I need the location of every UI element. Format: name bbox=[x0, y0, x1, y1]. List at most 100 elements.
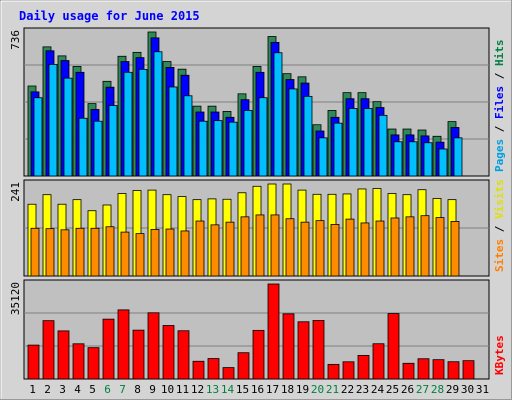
day-label-2: 2 bbox=[44, 383, 51, 396]
legend-kbytes: KBytes bbox=[493, 335, 506, 375]
kbytes_panel-bar-kbytes-day-26 bbox=[402, 362, 415, 380]
hits_panel-bar-pages-day-24 bbox=[378, 114, 388, 177]
kbytes_panel-bar-kbytes-day-16 bbox=[252, 329, 265, 380]
day-axis: 1 2 3 4 5 6 7 8 9 10 11 12 13 14 15 16 17 18 19 20 21 22 23 24 2… bbox=[29, 383, 489, 396]
visits_panel-bar-sites-day-11 bbox=[180, 230, 190, 277]
hits_panel-bar-pages-day-2 bbox=[48, 64, 58, 177]
visits_panel-bar-sites-day-2 bbox=[45, 228, 55, 277]
visits_panel-bar-sites-day-10 bbox=[165, 228, 175, 277]
day-label-26: 26 bbox=[401, 383, 414, 396]
visits_panel-bar-sites-day-1 bbox=[30, 227, 40, 277]
visits_panel-legend: Sites / Visits bbox=[493, 179, 506, 272]
hits_panel-bar-pages-day-5 bbox=[93, 120, 103, 177]
visits_panel-bar-sites-day-29 bbox=[450, 221, 460, 277]
day-label-6: 6 bbox=[104, 383, 111, 396]
hits_panel-bar-pages-day-28 bbox=[438, 148, 448, 177]
day-label-31: 31 bbox=[476, 383, 489, 396]
visits_panel-bar-sites-day-9 bbox=[150, 229, 160, 277]
legend-files: Files bbox=[493, 86, 506, 119]
hits_panel-bar-pages-day-27 bbox=[423, 142, 433, 177]
hits_panel-bar-pages-day-20 bbox=[318, 137, 328, 177]
visits_panel-bar-sites-day-12 bbox=[195, 220, 205, 277]
visits_panel-bar-sites-day-13 bbox=[210, 224, 220, 277]
hits_panel-bar-pages-day-8 bbox=[138, 68, 148, 177]
hits_panel-bar-pages-day-12 bbox=[198, 120, 208, 177]
kbytes_panel-bar-kbytes-day-5 bbox=[87, 347, 100, 380]
hits_panel-bar-pages-day-23 bbox=[363, 108, 373, 177]
visits_panel-bar-sites-day-19 bbox=[300, 221, 310, 277]
kbytes_panel-bar-kbytes-day-24 bbox=[372, 343, 385, 380]
kbytes_panel-bar-kbytes-day-6 bbox=[102, 318, 115, 380]
kbytes_panel-bar-kbytes-day-21 bbox=[327, 363, 340, 380]
visits_panel-bar-sites-day-27 bbox=[420, 215, 430, 277]
kbytes_panel-bar-kbytes-day-28 bbox=[432, 359, 445, 380]
hits_panel-bar-pages-day-19 bbox=[303, 95, 313, 177]
day-label-27: 27 bbox=[416, 383, 429, 396]
hits_panel-bar-pages-day-18 bbox=[288, 88, 298, 177]
day-label-15: 15 bbox=[236, 383, 249, 396]
kbytes_panel: 35120 KBytes bbox=[9, 279, 506, 380]
kbytes_panel-bar-kbytes-day-7 bbox=[117, 309, 130, 380]
day-label-25: 25 bbox=[386, 383, 399, 396]
day-label-17: 17 bbox=[266, 383, 279, 396]
hits_panel-bar-pages-day-7 bbox=[123, 71, 133, 177]
legend-hits: Hits bbox=[493, 40, 506, 67]
hits_panel-bar-pages-day-29 bbox=[453, 137, 463, 177]
visits_panel-bar-sites-day-5 bbox=[90, 227, 100, 277]
hits_panel-bar-pages-day-11 bbox=[183, 95, 193, 177]
kbytes_panel-bar-kbytes-day-4 bbox=[72, 343, 85, 380]
hits_panel-bar-pages-day-15 bbox=[243, 110, 253, 177]
hits_panel-bar-pages-day-22 bbox=[348, 108, 358, 177]
legend-visits: Visits bbox=[493, 179, 506, 219]
kbytes_panel-bar-kbytes-day-29 bbox=[447, 361, 460, 380]
legend-separator: / bbox=[493, 66, 506, 86]
kbytes_panel-bar-kbytes-day-10 bbox=[162, 325, 175, 380]
day-label-21: 21 bbox=[326, 383, 339, 396]
kbytes_panel-bar-kbytes-day-15 bbox=[237, 352, 250, 380]
day-label-8: 8 bbox=[134, 383, 141, 396]
kbytes_panel-bar-kbytes-day-30 bbox=[462, 360, 475, 380]
day-label-5: 5 bbox=[89, 383, 96, 396]
day-label-7: 7 bbox=[119, 383, 126, 396]
visits_panel-bar-sites-day-4 bbox=[75, 227, 85, 277]
kbytes_panel-bar-kbytes-day-20 bbox=[312, 320, 325, 380]
visits_panel-bar-sites-day-22 bbox=[345, 218, 355, 277]
day-label-22: 22 bbox=[341, 383, 354, 396]
day-label-14: 14 bbox=[221, 383, 235, 396]
kbytes_panel-bar-kbytes-day-8 bbox=[132, 329, 145, 380]
hits_panel-bar-pages-day-4 bbox=[78, 117, 88, 177]
visits_panel-bar-sites-day-6 bbox=[105, 226, 115, 277]
day-label-1: 1 bbox=[29, 383, 36, 396]
day-label-13: 13 bbox=[206, 383, 219, 396]
visits_panel-bar-sites-day-26 bbox=[405, 216, 415, 277]
kbytes_panel-bar-kbytes-day-25 bbox=[387, 313, 400, 380]
hits_panel-bar-pages-day-6 bbox=[108, 105, 118, 177]
hits_panel-bar-pages-day-10 bbox=[168, 86, 178, 177]
hits_panel-legend: Pages / Files / Hits bbox=[493, 40, 506, 173]
hits_panel: 736 Pages / Files / Hits bbox=[9, 27, 506, 177]
kbytes_panel-bar-kbytes-day-3 bbox=[57, 330, 70, 380]
visits_panel-bar-sites-day-20 bbox=[315, 220, 325, 277]
visits_panel-bar-sites-day-23 bbox=[360, 222, 370, 277]
hits_panel-bar-pages-day-25 bbox=[393, 141, 403, 177]
day-label-16: 16 bbox=[251, 383, 264, 396]
kbytes_panel-bar-kbytes-day-19 bbox=[297, 321, 310, 380]
visits_panel-bar-sites-day-15 bbox=[240, 216, 250, 277]
kbytes_panel-bar-kbytes-day-23 bbox=[357, 354, 370, 380]
visits_panel-bar-sites-day-14 bbox=[225, 221, 235, 277]
visits_panel-bar-sites-day-17 bbox=[270, 214, 280, 277]
visits_panel-bar-sites-day-8 bbox=[135, 233, 145, 277]
visits_panel: 241 Sites / Visits bbox=[9, 179, 506, 277]
visits_panel-bar-sites-day-18 bbox=[285, 218, 295, 277]
day-label-24: 24 bbox=[371, 383, 385, 396]
visits_panel-ymax-label: 241 bbox=[9, 182, 22, 202]
kbytes_panel-bar-kbytes-day-14 bbox=[222, 367, 235, 380]
legend-separator: / bbox=[493, 219, 506, 239]
day-label-29: 29 bbox=[446, 383, 459, 396]
kbytes_panel-bar-kbytes-day-12 bbox=[192, 360, 205, 380]
visits_panel-bar-sites-day-24 bbox=[375, 220, 385, 277]
chart-title: Daily usage for June 2015 bbox=[19, 9, 200, 23]
hits_panel-bar-pages-day-13 bbox=[213, 120, 223, 177]
day-label-28: 28 bbox=[431, 383, 444, 396]
